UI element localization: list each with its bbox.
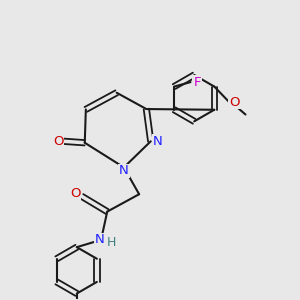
Text: N: N	[152, 135, 162, 148]
Text: N: N	[119, 164, 129, 178]
Text: N: N	[95, 233, 104, 246]
Text: O: O	[53, 135, 63, 148]
Text: F: F	[193, 76, 201, 88]
Text: H: H	[107, 236, 116, 249]
Text: O: O	[229, 95, 240, 109]
Text: O: O	[70, 187, 81, 200]
